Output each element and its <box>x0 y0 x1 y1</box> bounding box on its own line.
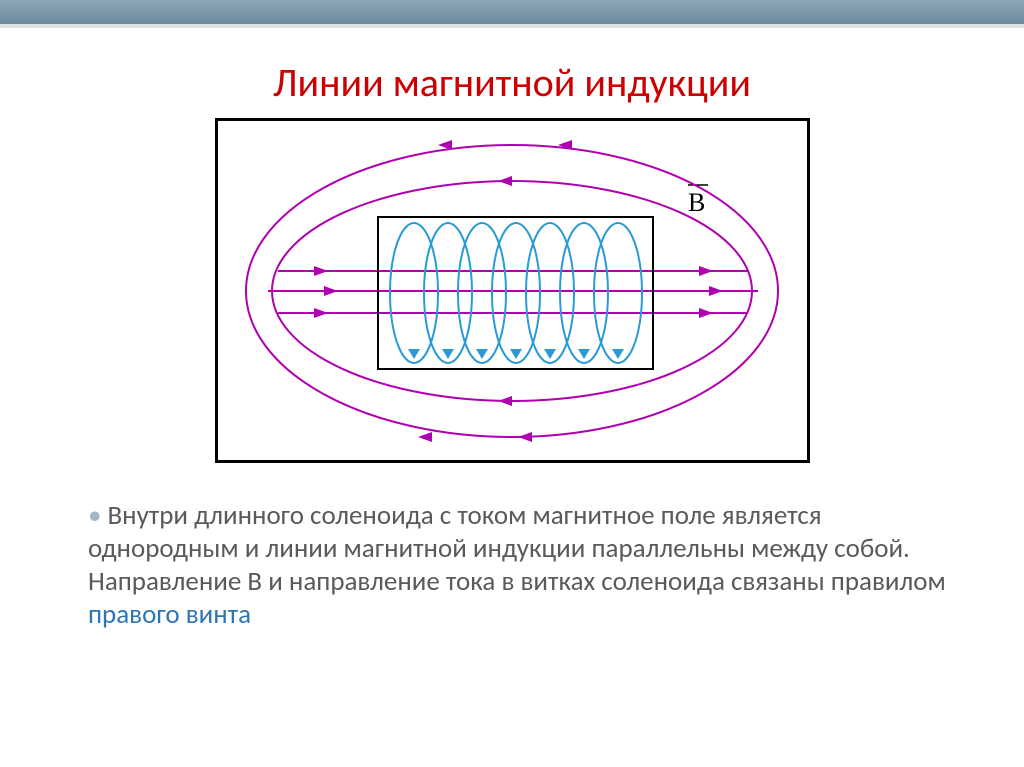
coil-loops <box>390 223 642 363</box>
solenoid-diagram: В <box>218 121 807 460</box>
solenoid-box <box>378 217 653 369</box>
coil-arrows <box>408 349 624 359</box>
bullet-icon: • <box>88 500 101 533</box>
page-title: Линии магнитной индукции <box>0 58 1024 107</box>
body-text: •Внутри длинного соленоида с током магни… <box>88 500 964 632</box>
diagram-frame: В <box>215 118 810 463</box>
top-bar <box>0 0 1024 28</box>
rule-link[interactable]: правого винта <box>88 598 251 631</box>
body-paragraph: Внутри длинного соленоида с током магнит… <box>88 499 946 598</box>
b-label: В <box>688 188 705 217</box>
